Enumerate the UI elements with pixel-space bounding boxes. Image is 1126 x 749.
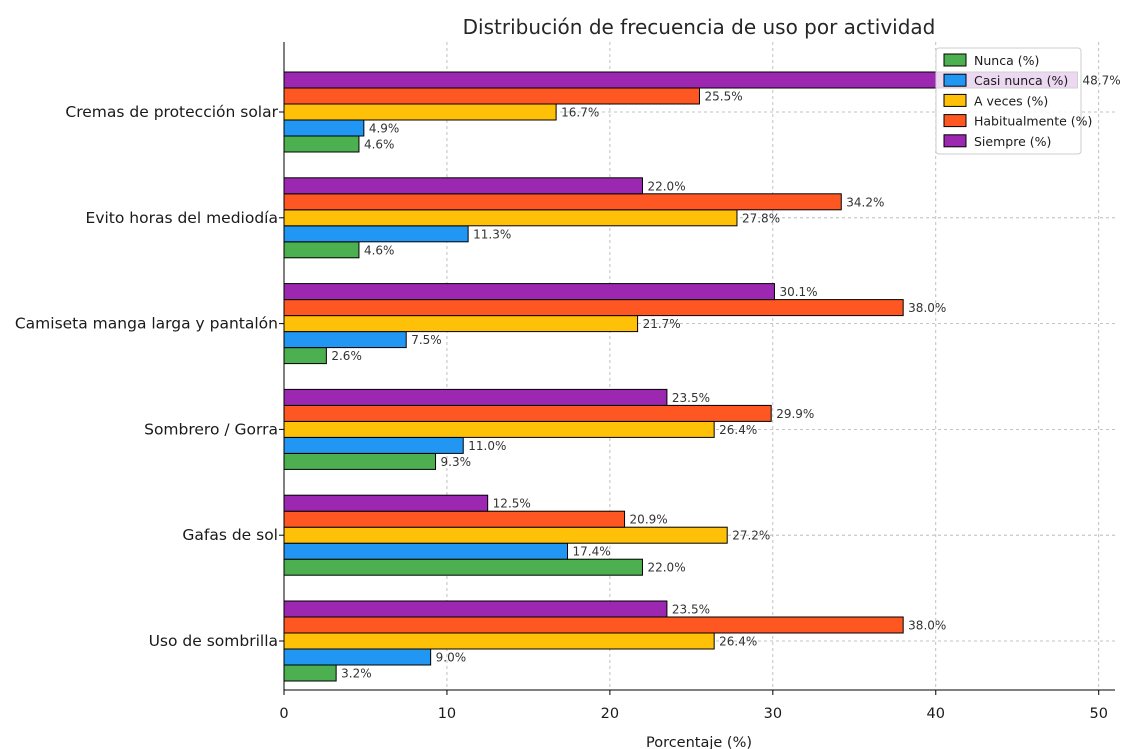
legend-label: A veces (%) — [974, 93, 1048, 108]
legend-box — [935, 47, 1082, 155]
bar-value-label: 21.7% — [643, 317, 681, 331]
bar — [283, 103, 557, 121]
x-axis-label: Porcentaje (%) — [646, 735, 752, 749]
chart-title: Distribución de frecuencia de uso por ac… — [463, 15, 936, 39]
bar-value-label: 11.3% — [473, 227, 511, 241]
bar — [283, 452, 437, 470]
bar-value-label: 22.0% — [647, 561, 685, 575]
bar — [283, 119, 365, 137]
bar-value-label: 9.0% — [436, 651, 467, 665]
bar-value-label: 27.2% — [732, 529, 770, 543]
bar — [283, 87, 700, 105]
bar — [283, 315, 639, 333]
bar-value-label: 23.5% — [672, 391, 710, 405]
category-label: Sombrero / Gorra — [144, 420, 278, 438]
bar — [283, 436, 464, 454]
bar — [283, 299, 904, 317]
bar — [283, 420, 715, 438]
bar — [283, 193, 842, 211]
bar — [283, 404, 772, 422]
bar-value-label: 29.9% — [776, 407, 814, 421]
bar-value-label: 17.4% — [573, 545, 611, 559]
bar — [283, 135, 360, 153]
bar-value-label: 11.0% — [468, 439, 506, 453]
value-labels: 4.6% 4.9% 16.7% 25.5% 48.7% 4.6% 11.3% 27.8% 34.… — [331, 74, 1120, 681]
category-label: Cremas de protección solar — [65, 103, 278, 121]
bar — [283, 526, 728, 544]
bar — [283, 616, 904, 634]
bar-value-label: 30.1% — [779, 285, 817, 299]
bar — [283, 542, 569, 560]
legend-swatch — [943, 114, 967, 128]
bar-value-label: 23.5% — [672, 603, 710, 617]
bar-value-label: 22.0% — [647, 179, 685, 193]
legend-label: Habitualmente (%) — [974, 114, 1092, 129]
bar-value-label: 27.8% — [742, 211, 780, 225]
bar — [283, 209, 738, 227]
bar — [283, 600, 668, 618]
legend-label: Casi nunca (%) — [974, 73, 1068, 88]
bar — [283, 283, 775, 301]
axes — [279, 42, 1115, 695]
category-label: Uso de sombrilla — [149, 632, 278, 650]
bar-value-label: 26.4% — [719, 423, 757, 437]
legend-swatch — [943, 93, 967, 107]
bar-value-label: 48.7% — [1083, 74, 1121, 88]
bar-value-label: 25.5% — [705, 90, 743, 104]
bar — [283, 494, 489, 512]
bar — [283, 225, 469, 243]
x-tick-label: 20 — [601, 706, 619, 722]
category-label: Gafas de sol — [182, 526, 278, 544]
bar-value-label: 38.0% — [908, 619, 946, 633]
bar — [283, 632, 715, 650]
x-tick-label: 10 — [438, 706, 456, 722]
bars — [283, 71, 1079, 682]
legend-swatch — [943, 73, 967, 87]
legend-label: Siempre (%) — [974, 134, 1051, 149]
legend-label: Nunca (%) — [974, 53, 1039, 68]
category-labels: Cremas de protección solar Evito horas de… — [15, 103, 279, 650]
x-tick-label: 50 — [1089, 706, 1107, 722]
bar-value-label: 34.2% — [846, 195, 884, 209]
x-tick-labels: 0 10 20 30 40 50 — [279, 706, 1108, 722]
bar-value-label: 38.0% — [908, 301, 946, 315]
bar — [283, 177, 643, 195]
bar — [283, 648, 432, 666]
bar — [283, 241, 360, 259]
legend-swatch — [943, 53, 967, 67]
bar-value-label: 7.5% — [411, 333, 442, 347]
bar — [283, 331, 407, 349]
bar — [283, 510, 626, 528]
bar-value-label: 3.2% — [341, 667, 372, 681]
bar-value-label: 16.7% — [561, 106, 599, 120]
bar-value-label: 12.5% — [493, 497, 531, 511]
x-tick-label: 30 — [764, 706, 782, 722]
bar-value-label: 4.6% — [364, 243, 395, 257]
legend: Nunca (%) Casi nunca (%) A veces (%) Habitu… — [935, 47, 1092, 155]
legend-swatch — [943, 134, 967, 148]
bar — [283, 558, 643, 576]
bar — [283, 347, 327, 365]
category-label: Evito horas del mediodía — [86, 209, 278, 227]
bar — [283, 664, 337, 682]
bar-value-label: 4.9% — [369, 122, 400, 136]
bar-value-label: 2.6% — [331, 349, 362, 363]
category-label: Camiseta manga larga y pantalón — [15, 315, 278, 333]
bar-value-label: 20.9% — [630, 513, 668, 527]
bar-value-label: 4.6% — [364, 138, 395, 152]
bar-value-label: 9.3% — [441, 455, 472, 469]
x-tick-label: 0 — [279, 706, 288, 722]
bar — [283, 388, 668, 406]
x-tick-label: 40 — [927, 706, 945, 722]
bar-value-label: 26.4% — [719, 635, 757, 649]
